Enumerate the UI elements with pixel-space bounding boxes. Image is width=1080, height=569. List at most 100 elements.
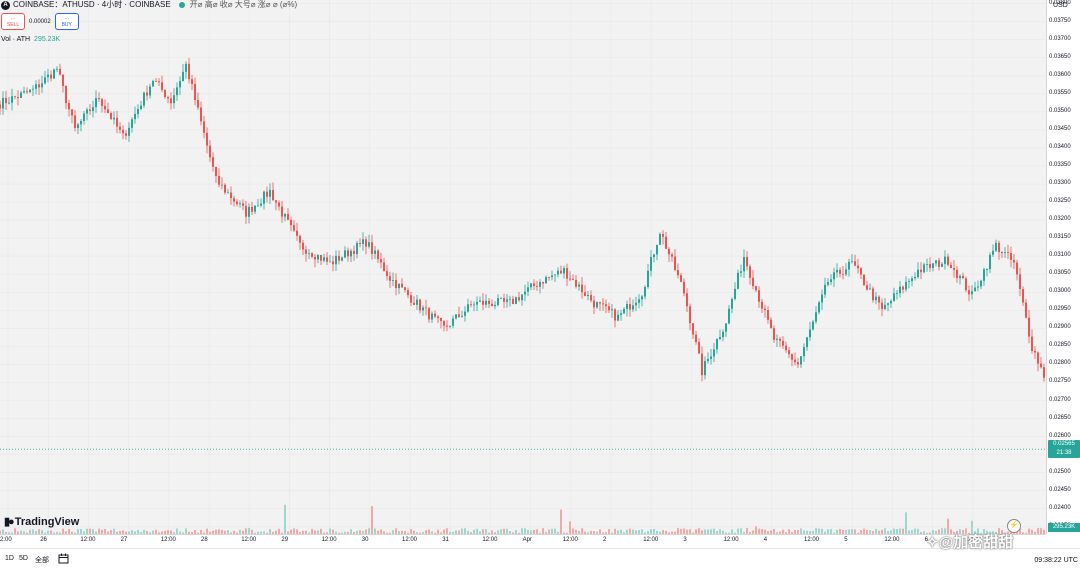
candle-body — [764, 308, 766, 310]
volume-bar — [947, 518, 949, 534]
candle-body — [944, 256, 946, 264]
time-tick-label: 3 — [683, 537, 687, 543]
utc-clock[interactable]: 09:38:22 UTC — [1034, 557, 1078, 564]
volume-bar — [506, 528, 508, 534]
volume-bar — [92, 529, 94, 534]
volume-bar — [755, 526, 757, 534]
volume-bar — [983, 528, 985, 534]
volume-bar — [965, 528, 967, 534]
candle-body — [281, 206, 283, 217]
volume-bar — [578, 530, 580, 534]
candle-body — [614, 309, 616, 321]
volume-bar — [437, 529, 439, 534]
candle-body — [461, 315, 463, 317]
volume-bar — [59, 532, 61, 534]
volume-bar — [914, 528, 916, 534]
range-5d-button[interactable]: 5D — [19, 555, 28, 562]
candle-body — [497, 298, 499, 305]
range-all-button[interactable]: 全部 — [35, 557, 49, 564]
candle-body — [437, 316, 439, 318]
volume-bar — [230, 532, 232, 534]
volume-bar — [515, 530, 517, 534]
candle-body — [227, 192, 229, 194]
candle-body — [314, 256, 316, 260]
candle-body — [779, 338, 781, 341]
lightning-icon[interactable]: ⚡ — [1007, 519, 1021, 533]
volume-bar — [0, 530, 1, 534]
volume-bar — [953, 531, 955, 534]
volume-bar — [14, 528, 16, 534]
tradingview-logo[interactable]: ▮● TradingView — [4, 515, 79, 529]
volume-bar — [491, 530, 493, 534]
market-status-icon[interactable] — [178, 2, 185, 8]
volume-bar — [776, 532, 778, 534]
candle-body — [518, 297, 520, 301]
candle-body — [29, 89, 31, 93]
volume-value: 295.23K — [34, 36, 61, 43]
candle-body — [668, 248, 670, 255]
candle-body — [878, 296, 880, 303]
candle-body — [425, 307, 427, 309]
volume-bar — [773, 528, 775, 534]
candle-body — [428, 308, 430, 320]
price-tick-label: 0.03400 — [1049, 143, 1071, 150]
volume-bar — [107, 531, 109, 534]
candle-body — [737, 272, 739, 289]
time-tick-label: 12:00 — [643, 537, 659, 543]
candle-body — [881, 302, 883, 309]
chart-pane[interactable]: A COINBASE：ATHUSD · 4小时 · COINBASE 开⌀ 高⌀… — [0, 0, 1046, 534]
candle-body — [560, 270, 562, 274]
chart-legend: A COINBASE：ATHUSD · 4小时 · COINBASE 开⌀ 高⌀… — [0, 0, 297, 10]
candle-body — [434, 313, 436, 317]
volume-bar — [452, 531, 454, 534]
volume-bar — [593, 531, 595, 534]
candle-body — [65, 85, 67, 104]
candle-body — [785, 345, 787, 351]
price-tick-label: 0.03750 — [1049, 17, 1071, 24]
volume-bar — [356, 530, 358, 534]
calendar-icon[interactable] — [58, 553, 69, 566]
volume-bar — [644, 532, 646, 534]
candle-body — [689, 306, 691, 324]
price-tick-label: 0.02600 — [1049, 432, 1071, 439]
volume-bar — [317, 530, 319, 534]
candle-body — [989, 254, 991, 270]
volume-bar — [968, 532, 970, 534]
volume-bar — [35, 530, 37, 534]
candle-body — [365, 239, 367, 247]
buy-button[interactable]: … BUY — [54, 13, 79, 30]
chart-title[interactable]: COINBASE：ATHUSD · 4小时 · COINBASE — [13, 0, 171, 9]
bottom-toolbar: 1D 5D 全部 09:38:22 UTC — [0, 548, 1080, 569]
volume-bar — [83, 531, 85, 534]
time-tick-label: 2:00 — [0, 537, 12, 543]
candle-body — [335, 255, 337, 265]
volume-bar — [533, 529, 535, 534]
volume-bar — [860, 529, 862, 534]
currency-label[interactable]: USD — [1053, 2, 1068, 9]
price-scale[interactable]: USD 0.03800 0.03750 0.03700 0.03650 0.03600 0… — [1046, 0, 1080, 534]
volume-bar — [407, 532, 409, 534]
volume-bar — [176, 528, 178, 534]
volume-bar — [809, 531, 811, 534]
volume-bar — [104, 528, 106, 534]
candle-body — [98, 98, 100, 100]
candle-body — [293, 225, 295, 231]
candle-body — [608, 306, 610, 311]
volume-bar — [173, 532, 175, 534]
candle-body — [308, 253, 310, 255]
volume-bar — [206, 528, 208, 534]
candle-body — [941, 263, 943, 267]
range-1d-button[interactable]: 1D — [5, 555, 14, 562]
candle-body — [68, 103, 70, 110]
time-axis[interactable]: 2:00 26 12:00 27 12:00 28 12:00 29 12:00 30 12:00 3… — [0, 534, 1046, 549]
candlestick-chart[interactable] — [0, 0, 1046, 534]
volume-legend[interactable]: Vol · ATH 295.23K — [1, 36, 60, 43]
volume-bar — [344, 531, 346, 534]
sell-button[interactable]: … SELL — [1, 13, 25, 30]
volume-bar — [272, 531, 274, 534]
volume-bar — [68, 528, 70, 534]
candle-body — [356, 242, 358, 254]
candle-body — [2, 97, 4, 109]
candle-body — [773, 328, 775, 340]
candle-body — [260, 203, 262, 206]
